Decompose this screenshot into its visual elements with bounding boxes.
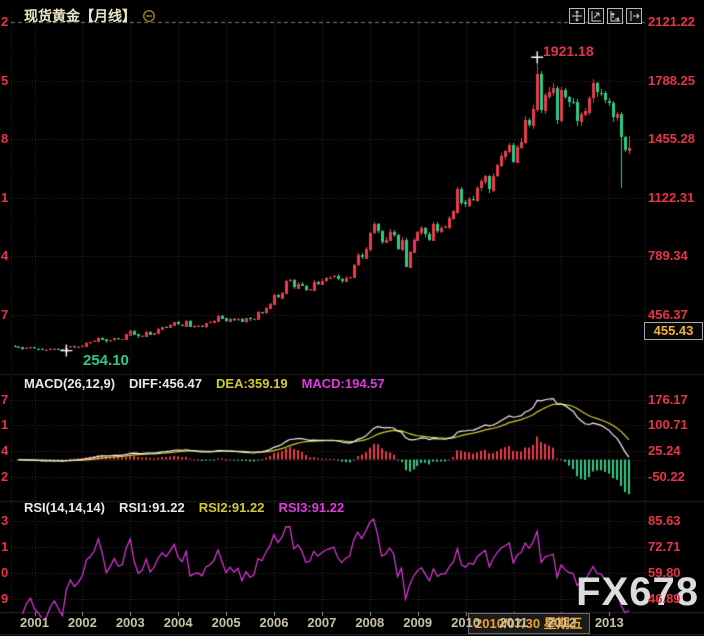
year-tick-label: 2001 — [20, 615, 49, 630]
year-tick-label: 2007 — [307, 615, 337, 630]
price-axis-label: 1788.25 — [648, 72, 695, 88]
price-axis-label: 789.34 — [648, 248, 688, 264]
crosshair-move-icon[interactable] — [569, 8, 585, 24]
rsi-axis-label: 46.89 — [648, 591, 681, 606]
scale-bottom-axis-icon[interactable] — [607, 8, 623, 24]
macd-title: MACD(26,12,9) — [24, 376, 116, 391]
rsi3-value: RSI3:91.22 — [278, 500, 345, 515]
clipped-left-axis-digit: 4 — [1, 248, 9, 264]
cursor-date-badge: 2010/07/30 星期五 — [468, 613, 590, 634]
clipped-left-axis-digit: 1 — [1, 539, 9, 554]
year-tick-label: 2012 — [546, 615, 576, 630]
rsi-axis-label: 59.80 — [648, 565, 681, 580]
scale-right-axis-icon[interactable] — [588, 8, 604, 24]
year-tick-label: 2005 — [211, 615, 241, 630]
year-tick-label: 2004 — [163, 615, 193, 630]
clipped-left-axis-digit: 7 — [1, 307, 9, 322]
rsi-axis-label: 72.71 — [648, 539, 681, 554]
year-tick-label: 2003 — [115, 615, 145, 630]
year-tick-label: 2011 — [499, 615, 528, 630]
rsi2-value: RSI2:91.22 — [198, 500, 265, 515]
clipped-left-axis-digit: 1 — [1, 189, 9, 205]
rsi-axis-label: 85.63 — [648, 513, 681, 528]
clipped-left-axis-digit: 8 — [1, 131, 9, 147]
clipped-left-axis-digit: 7 — [1, 392, 9, 407]
rsi-label-row: RSI(14,14,14) RSI1:91.22 RSI2:91.22 RSI3… — [24, 500, 344, 515]
macd-axis-label: 176.17 — [648, 392, 688, 407]
clipped-left-axis-digit: 0 — [1, 565, 9, 580]
chart-title: 现货黄金【月线】 — [24, 8, 136, 24]
year-tick-label: 2010 — [451, 615, 481, 630]
collapse-icon[interactable] — [142, 9, 156, 23]
clipped-left-axis-digit: 3 — [1, 513, 9, 528]
macd-axis-label: 100.71 — [648, 417, 688, 433]
macd-label-row: MACD(26,12,9) DIFF:456.47 DEA:359.19 MAC… — [24, 376, 385, 391]
price-axis-label: 2121.22 — [648, 14, 695, 29]
clipped-left-axis-digit: 4 — [1, 443, 9, 458]
year-tick-label: 2009 — [403, 615, 433, 630]
clipped-left-axis-digit: 1 — [1, 417, 9, 433]
rsi-title: RSI(14,14,14) — [24, 500, 105, 515]
rsi1-value: RSI1:91.22 — [118, 500, 185, 515]
year-tick-label: 2002 — [67, 615, 97, 630]
clipped-left-axis-digit: 2 — [1, 14, 9, 29]
low-price-label: 254.10 — [83, 352, 129, 369]
macd-dea-value: DEA:359.19 — [216, 376, 288, 391]
price-axis-label: 1455.28 — [648, 131, 695, 147]
pan-right-icon[interactable] — [626, 8, 642, 24]
clipped-left-axis-digit: 9 — [1, 591, 9, 606]
price-axis-label: 456.37 — [648, 307, 688, 322]
macd-axis-label: -50.22 — [648, 468, 685, 484]
current-price-badge: 455.43 — [644, 322, 703, 340]
year-tick-label: 2008 — [355, 615, 385, 630]
chart-toolbar — [569, 8, 642, 24]
chart-title-bar: 现货黄金【月线】 — [24, 6, 156, 26]
high-price-label: 1921.18 — [543, 43, 594, 59]
clipped-left-axis-digit: 2 — [1, 468, 9, 484]
year-tick-label: 2013 — [594, 615, 624, 630]
year-tick-label: 2006 — [259, 615, 289, 630]
macd-diff-value: DIFF:456.47 — [129, 376, 203, 391]
macd-axis-label: 25.24 — [648, 443, 681, 458]
price-axis-label: 1122.31 — [648, 189, 695, 205]
clipped-left-axis-digit: 5 — [1, 72, 9, 88]
watermark-logo: FX678 — [576, 570, 699, 614]
macd-macd-value: MACD:194.57 — [301, 376, 385, 391]
